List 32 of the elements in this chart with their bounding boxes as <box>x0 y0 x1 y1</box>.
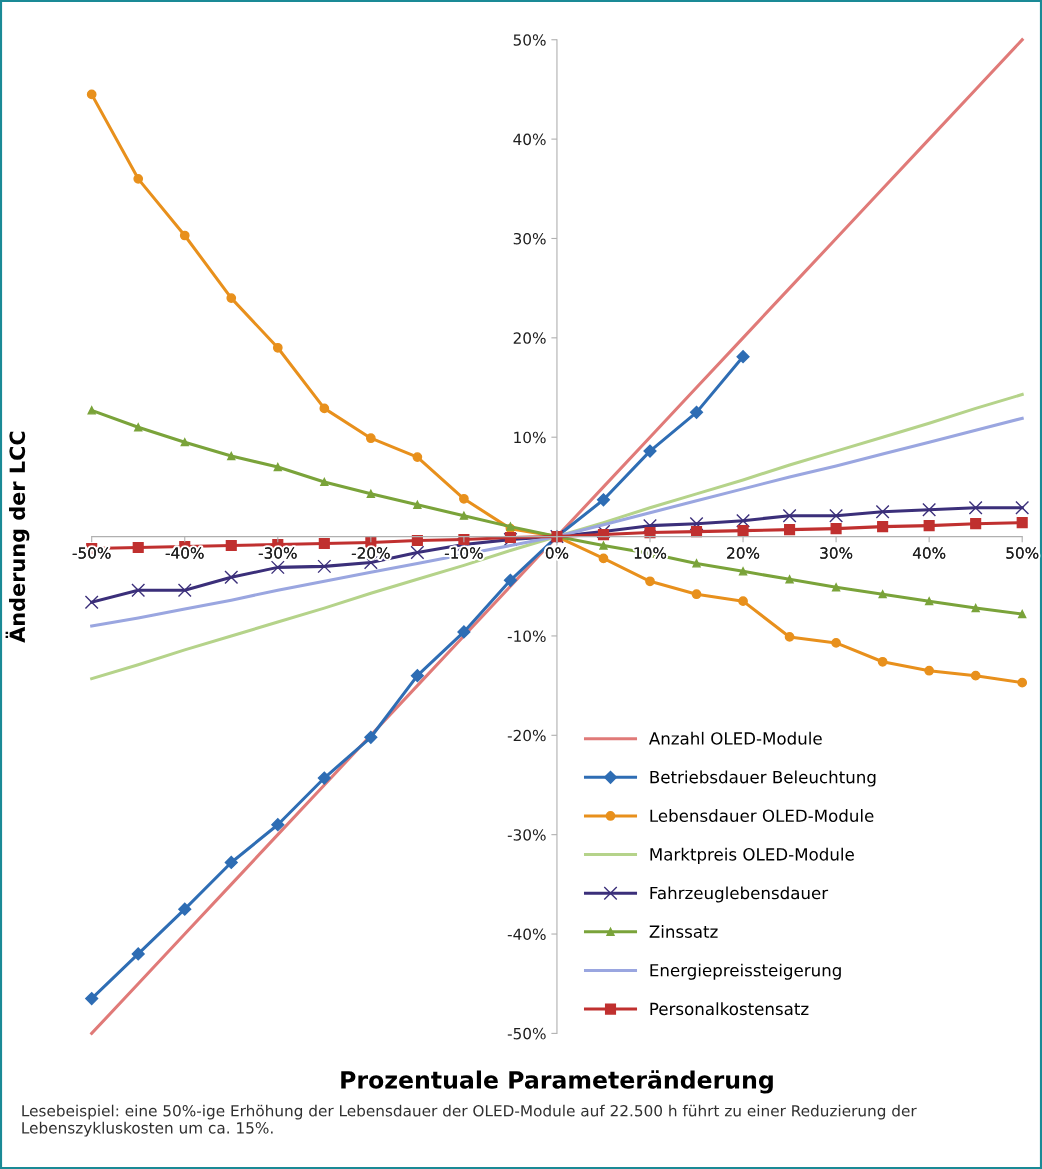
x-tick-label: -30% <box>258 547 297 559</box>
legend-label: Fahrzeuglebensdauer <box>650 886 829 903</box>
x-tick-label: -50% <box>72 547 111 559</box>
legend-label: Betriebsdauer Beleuchtung <box>650 770 876 787</box>
x-tick-label: -20% <box>351 547 390 559</box>
legend-label: Zinssatz <box>649 925 718 938</box>
x-tick-label: 20% <box>727 547 760 559</box>
legend-label: Personalkostensatz <box>650 1002 809 1016</box>
x-tick-label: 30% <box>820 547 853 559</box>
legend-label: Marktpreis OLED-Module <box>650 847 854 864</box>
y-tick-label: 30% <box>513 232 546 245</box>
y-axis-title: Änderung der LCC <box>5 431 30 643</box>
x-tick-label: 40% <box>912 547 946 559</box>
legend-label: Lebensdauer OLED-Module <box>650 809 874 823</box>
y-tick-label: 50% <box>513 34 546 46</box>
y-tick-label: -20% <box>507 729 546 742</box>
text: Lesebeispiel: eine 50%-ige Erhöhung der Lebensdauer der OLED-Module auf 22.500 h führt zu einer Reduzierung der Lebenszykluskosten um ca. 15%. <box>22 1104 917 1137</box>
y-tick-label: 20% <box>513 332 546 344</box>
y-tick-label: 40% <box>513 133 546 146</box>
x-tick-label: -10% <box>444 547 483 559</box>
x-tick-label: 0% <box>545 547 569 559</box>
x-axis-title: Prozentuale Parameteränderung <box>341 1070 773 1094</box>
legend-label: Anzahl OLED-Module <box>648 731 822 745</box>
y-tick-label: -50% <box>507 1027 546 1040</box>
y-tick-label: -30% <box>507 829 546 841</box>
x-tick-label: -40% <box>165 547 204 559</box>
x-tick-label: 10% <box>634 547 667 559</box>
x-tick-label: 50% <box>1006 547 1039 559</box>
y-tick-label: 10% <box>514 431 546 444</box>
y-tick-label: -10% <box>507 630 546 642</box>
y-tick-label: -40% <box>507 928 546 941</box>
legend-label: Energiepreissteigerung <box>650 963 841 980</box>
